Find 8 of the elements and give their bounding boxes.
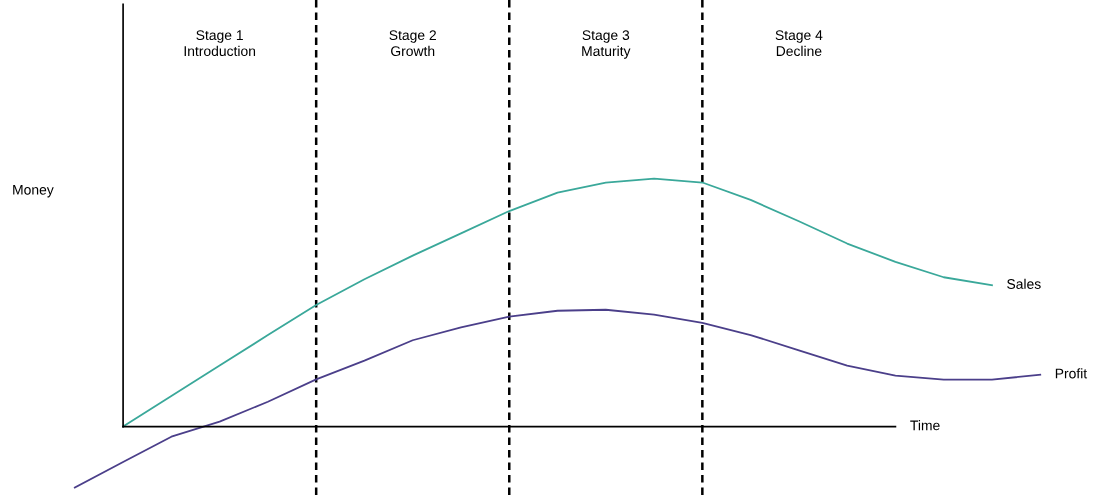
text: Stage 1 Introduction [184,30,256,57]
x-axis-title: Time [910,420,940,431]
series-label: Sales [1007,278,1041,289]
text: Stage 3 Maturity [582,30,631,59]
series-label: Profit [1055,368,1088,379]
y-axis-title: Money [13,184,54,198]
text: Stage 4 Decline [775,30,823,57]
text: Stage 2 Growth [389,30,436,57]
